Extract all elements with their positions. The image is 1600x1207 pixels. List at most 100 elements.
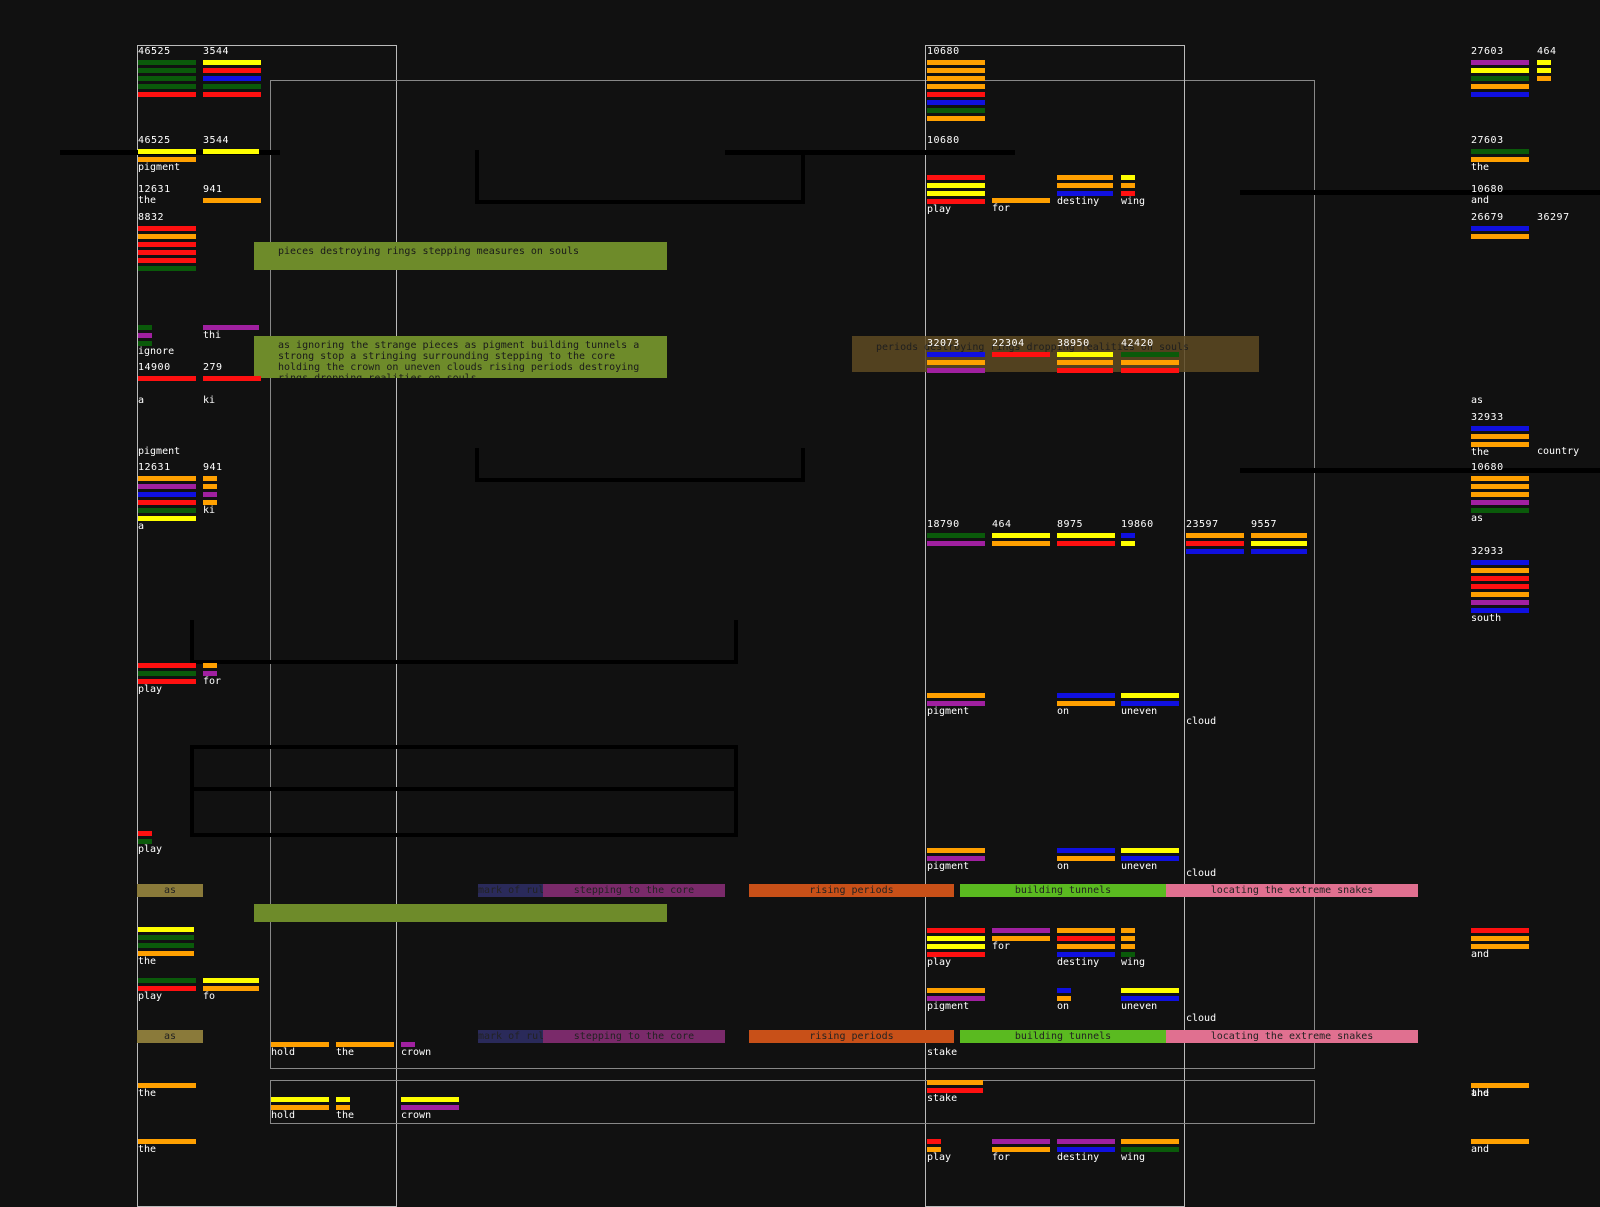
tile-bar-orange bbox=[1121, 1139, 1179, 1144]
tile-bar-yellow bbox=[401, 1097, 459, 1102]
tile: 27603 bbox=[1471, 46, 1533, 97]
tile-bar-green bbox=[1471, 508, 1529, 513]
tile-bar-orange bbox=[336, 1042, 394, 1047]
tile-bar-green bbox=[927, 533, 985, 538]
text-panel-1: pieces destroying rings stepping measure… bbox=[254, 242, 667, 270]
tile-number: 38950 bbox=[1057, 338, 1090, 349]
tile-bar-purple bbox=[203, 671, 217, 676]
band-segment: locating the extreme snakes bbox=[1166, 884, 1418, 897]
tile-bar-yellow bbox=[1251, 541, 1307, 546]
tile-bar-blue bbox=[1057, 1147, 1115, 1152]
tile-bar-red bbox=[1471, 584, 1529, 589]
tile-word: the bbox=[138, 1088, 157, 1099]
tile: wing bbox=[1121, 1136, 1183, 1163]
tile-number: 32933 bbox=[1471, 412, 1504, 423]
tile-number: 464 bbox=[992, 519, 1012, 530]
tile-word: on bbox=[1057, 1001, 1070, 1012]
tile-bar-purple bbox=[401, 1042, 415, 1047]
tile-bar-purple bbox=[401, 1105, 459, 1110]
tile-bar-green bbox=[138, 84, 196, 89]
tile-bar-orange bbox=[927, 1147, 941, 1152]
tile-word: uneven bbox=[1121, 861, 1158, 872]
tile-word: hold bbox=[271, 1110, 296, 1121]
tile-bar-orange bbox=[1471, 936, 1529, 941]
tile: 279 bbox=[203, 362, 265, 381]
tile: uneven bbox=[1121, 845, 1183, 872]
tile: for bbox=[992, 195, 1054, 214]
tile-word: play bbox=[138, 991, 163, 1002]
tile-bar-red bbox=[1186, 541, 1244, 546]
tile-word: pigment bbox=[138, 446, 181, 457]
tile-number: 46525 bbox=[138, 135, 171, 146]
tile: 12631 a bbox=[138, 462, 200, 532]
tile-bar-orange bbox=[927, 693, 985, 698]
tile-word: fo bbox=[203, 991, 216, 1002]
tile-number: 10680 bbox=[1471, 184, 1504, 195]
tile: play bbox=[927, 172, 989, 215]
tile-bar-orange bbox=[927, 76, 985, 81]
tile-number: 279 bbox=[203, 362, 223, 373]
tile-bar-red bbox=[138, 226, 196, 231]
tile: the bbox=[336, 1094, 398, 1121]
tile-bar-red bbox=[1121, 368, 1179, 373]
tile: cloud bbox=[1186, 868, 1248, 879]
tile-word: south bbox=[1471, 613, 1502, 624]
tile: hold bbox=[271, 1039, 333, 1058]
tile-bar-orange bbox=[138, 1083, 196, 1088]
tile-bar-yellow bbox=[138, 149, 196, 154]
tile: crown bbox=[401, 1039, 463, 1058]
tile-number: 18790 bbox=[927, 519, 960, 530]
tile: 38950 bbox=[1057, 338, 1119, 373]
tile: for bbox=[992, 925, 1054, 952]
tile: fo bbox=[203, 975, 265, 1002]
tile-word: play bbox=[927, 957, 952, 968]
tile-word: and bbox=[1471, 949, 1490, 960]
tile-word: uneven bbox=[1121, 706, 1158, 717]
tile-word: for bbox=[992, 941, 1011, 952]
tile: pigment bbox=[927, 845, 989, 872]
tile-word: the bbox=[138, 1144, 157, 1155]
tile-bar-blue bbox=[1471, 426, 1529, 431]
tile-bar-purple bbox=[992, 928, 1050, 933]
tile: on bbox=[1057, 845, 1119, 872]
tile-number: 22304 bbox=[992, 338, 1025, 349]
band-segment: mark of ruler bbox=[478, 1030, 544, 1043]
band-segment: building tunnels bbox=[960, 1030, 1166, 1043]
tile-bar-yellow bbox=[138, 927, 194, 932]
tile-word: pigment bbox=[138, 162, 181, 173]
tile-number: 27603 bbox=[1471, 46, 1504, 57]
tile-bar-yellow bbox=[1471, 68, 1529, 73]
tile: 27603 the bbox=[1471, 135, 1533, 173]
tile-bar-red bbox=[927, 199, 985, 204]
tile: for bbox=[203, 660, 265, 687]
tile-number: 42420 bbox=[1121, 338, 1154, 349]
tile-word: hold bbox=[271, 1047, 296, 1058]
tile: 46525 bbox=[138, 46, 200, 97]
tile: 10680 bbox=[927, 135, 989, 146]
tile-number: 32073 bbox=[927, 338, 960, 349]
tile-bar-orange bbox=[138, 476, 196, 481]
tile-bar-orange bbox=[1057, 183, 1113, 188]
tile-bar-yellow bbox=[1057, 352, 1113, 357]
tile-number: 10680 bbox=[927, 135, 960, 146]
tile-bar-orange bbox=[992, 198, 1050, 203]
tile-bar-orange bbox=[203, 198, 261, 203]
tile-word: as bbox=[1471, 513, 1484, 524]
tile-bar-orange bbox=[1057, 360, 1113, 365]
bracket-mid bbox=[475, 448, 805, 482]
tile: 36297 bbox=[1537, 212, 1599, 223]
tile-number: 14900 bbox=[138, 362, 171, 373]
tile-word: cloud bbox=[1186, 716, 1217, 727]
band-segment: mark of ruler bbox=[478, 884, 544, 897]
tile-bar-blue bbox=[1471, 92, 1529, 97]
tile: 10680 and bbox=[1471, 184, 1533, 206]
tile-word: as bbox=[1471, 395, 1484, 406]
tile: 10680 bbox=[927, 46, 989, 121]
tile: 12631 the bbox=[138, 184, 200, 206]
tile-bar-orange bbox=[1121, 928, 1135, 933]
bracket-top bbox=[475, 150, 805, 204]
tile-word: pigment bbox=[927, 861, 970, 872]
tile-bar-orange bbox=[1471, 492, 1529, 497]
tile-bar-green bbox=[927, 108, 985, 113]
tile-word: stake bbox=[927, 1047, 958, 1058]
